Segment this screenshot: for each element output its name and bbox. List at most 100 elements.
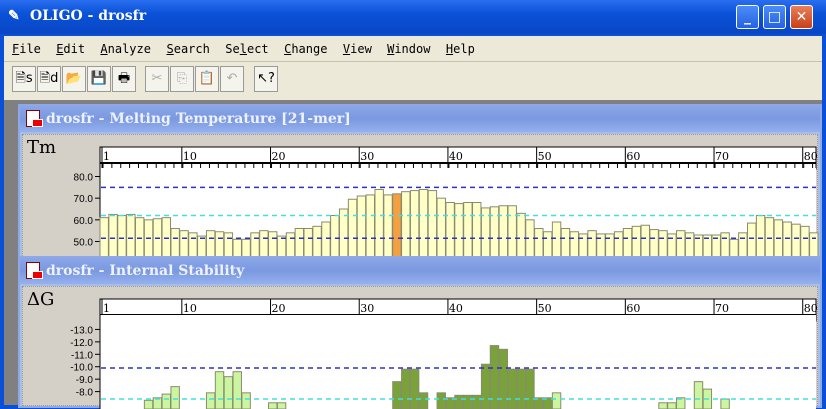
- child-window-title-bar[interactable]: drosfr - Melting Temperature [21-mer]: [20, 106, 820, 132]
- child-window[interactable]: drosfr - Melting Temperature [21-mer] Tm 1…: [18, 104, 822, 261]
- bar: [516, 212, 526, 261]
- open-button[interactable]: 📂: [62, 66, 86, 92]
- ruler-tick-label: 80: [804, 302, 818, 315]
- bar: [374, 189, 384, 261]
- bar: [356, 195, 367, 261]
- ruler-tick-label: 30: [360, 150, 374, 163]
- bar: [525, 368, 535, 409]
- bar: [134, 217, 145, 261]
- bar: [507, 368, 517, 409]
- menu-item[interactable]: Window: [387, 42, 431, 56]
- menu-item[interactable]: Edit: [56, 42, 86, 56]
- bar: [418, 392, 429, 409]
- new-sequence-button[interactable]: 🗎s: [12, 66, 36, 92]
- y-axis-label: ΔG: [27, 289, 55, 310]
- bar: [525, 219, 535, 261]
- bar: [214, 371, 225, 409]
- bar: [454, 394, 464, 409]
- ruler-tick-label: 20: [272, 150, 286, 163]
- menu-item[interactable]: Select: [225, 42, 269, 56]
- paste-button[interactable]: 📋: [195, 66, 219, 92]
- menu-item[interactable]: View: [342, 42, 372, 56]
- bar: [401, 368, 411, 409]
- undo-icon: ↶: [226, 71, 238, 86]
- cut-icon: ✂: [151, 71, 163, 86]
- ruler-tick-label: 40: [449, 150, 463, 163]
- bar: [516, 368, 526, 409]
- undo-button[interactable]: ↶: [220, 66, 244, 92]
- bar: [676, 397, 686, 409]
- new-dna-button[interactable]: 🗎d: [37, 66, 61, 92]
- bar: [383, 194, 393, 261]
- cut-button[interactable]: ✂: [145, 66, 169, 92]
- bar: [99, 217, 109, 261]
- bar: [170, 386, 180, 409]
- menu-item[interactable]: File: [12, 42, 41, 56]
- mdi-workspace: drosfr - Melting Temperature [21-mer] Tm 1…: [4, 100, 822, 409]
- bar: [498, 205, 509, 261]
- bar: [365, 194, 376, 261]
- bar: [667, 402, 677, 409]
- bar: [143, 219, 154, 261]
- ruler-tick-label: 50: [538, 302, 552, 315]
- bar: [507, 205, 517, 261]
- bar: [436, 197, 446, 261]
- y-tick-label: 70.0: [74, 194, 94, 205]
- ruler-tick-label: 1: [103, 150, 110, 163]
- child-window[interactable]: drosfr - Internal Stability ΔG 1 10 20 30 40 50…: [18, 256, 822, 409]
- ruler-tick-label: 40: [449, 302, 463, 315]
- copy-button[interactable]: ⎘: [170, 66, 194, 92]
- ruler-tick-label: 50: [538, 150, 552, 163]
- bar: [223, 376, 234, 409]
- bar: [463, 202, 473, 261]
- new-sequence-icon: 🗎s: [15, 71, 33, 86]
- open-icon: 📂: [65, 71, 83, 86]
- oligo-app-icon: ✎: [8, 8, 20, 24]
- print-button[interactable]: 🖶: [112, 66, 136, 92]
- close-button[interactable]: ✕: [790, 5, 813, 29]
- bar: [152, 218, 163, 261]
- bar: [454, 203, 464, 261]
- ruler-tick-label: 1: [103, 302, 110, 315]
- bar: [463, 394, 473, 409]
- bar: [268, 402, 278, 409]
- menu-item[interactable]: Analyze: [100, 42, 151, 56]
- y-tick-label: -10.0: [70, 363, 93, 374]
- ruler-tick-label: 70: [715, 150, 729, 163]
- ruler-tick-label: 60: [626, 302, 640, 315]
- maximize-button[interactable]: □: [763, 5, 786, 29]
- bar: [241, 392, 251, 409]
- bar: [392, 193, 402, 261]
- menu-item[interactable]: Change: [284, 42, 328, 56]
- menu-item[interactable]: Help: [445, 42, 475, 56]
- y-tick-label: 60.0: [74, 216, 94, 227]
- bar: [551, 392, 562, 409]
- ruler-tick-label: 60: [626, 150, 640, 163]
- child-window-title: drosfr - Internal Stability: [46, 263, 245, 279]
- minimize-button[interactable]: _: [736, 5, 759, 29]
- bar: [401, 191, 411, 261]
- paste-icon: 📋: [198, 71, 216, 86]
- app-title-bar: ✎ OLIGO - drosfr _ □ ✕: [0, 0, 826, 34]
- save-button[interactable]: 💾: [87, 66, 111, 92]
- bar: [276, 402, 287, 409]
- bar: [720, 398, 730, 409]
- new-dna-icon: 🗎d: [39, 71, 59, 86]
- child-window-title-bar[interactable]: drosfr - Internal Stability: [20, 258, 820, 284]
- app-title: OLIGO - drosfr: [30, 8, 147, 24]
- ruler-tick-label: 20: [272, 302, 286, 315]
- bar: [472, 394, 482, 409]
- child-window-title: drosfr - Melting Temperature [21-mer]: [46, 111, 351, 127]
- ruler-tick-label: 80: [804, 150, 818, 163]
- document-icon: [26, 110, 43, 127]
- bar: [347, 198, 358, 261]
- ruler-tick-label: 70: [715, 302, 729, 315]
- toolbar: 🗎s 🗎d 📂 💾 🖶 ✂ ⎘ 📋 ↶ ↖?: [4, 62, 822, 100]
- bar: [436, 392, 446, 409]
- bar: [409, 368, 420, 409]
- y-tick-label: 50.0: [74, 238, 94, 249]
- copy-icon: ⎘: [176, 71, 188, 86]
- menu-item[interactable]: Search: [166, 42, 210, 56]
- context-help-button[interactable]: ↖?: [254, 66, 278, 92]
